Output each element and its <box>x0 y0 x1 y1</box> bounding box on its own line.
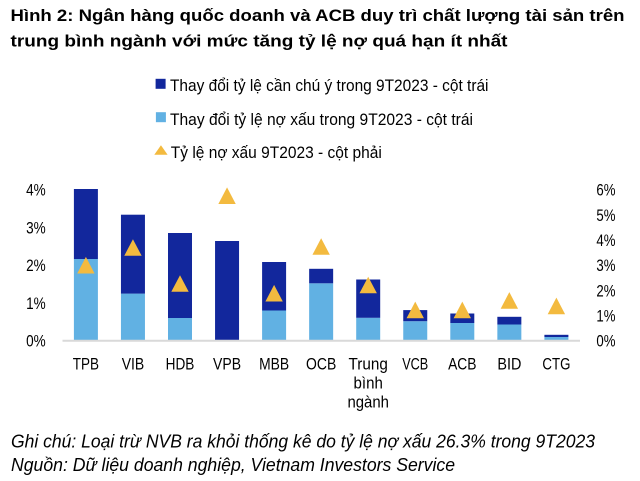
svg-text:4%: 4% <box>26 182 46 200</box>
svg-text:6%: 6% <box>596 182 615 200</box>
svg-text:ACB: ACB <box>448 355 476 373</box>
svg-text:Thay đổi tỷ lệ cần chú ý trong: Thay đổi tỷ lệ cần chú ý trong 9T2023 - … <box>170 76 489 95</box>
svg-text:0%: 0% <box>26 333 46 351</box>
svg-text:5%: 5% <box>596 207 615 225</box>
svg-text:VPB: VPB <box>213 355 241 373</box>
svg-text:bình: bình <box>354 374 383 392</box>
svg-text:4%: 4% <box>596 232 615 250</box>
svg-text:trung bình ngành với mức tăng: trung bình ngành với mức tăng tỷ lệ nợ q… <box>11 31 508 50</box>
svg-text:ngành: ngành <box>347 394 389 412</box>
svg-text:MBB: MBB <box>259 355 289 373</box>
svg-text:Thay đổi tỷ lệ nợ xấu trong 9T: Thay đổi tỷ lệ nợ xấu trong 9T2023 - cột… <box>170 110 473 129</box>
svg-text:1%: 1% <box>26 295 46 313</box>
svg-text:VIB: VIB <box>122 355 145 373</box>
svg-text:Trung: Trung <box>349 355 388 373</box>
svg-text:BID: BID <box>497 355 521 373</box>
svg-text:TPB: TPB <box>73 355 99 373</box>
svg-text:1%: 1% <box>596 307 615 325</box>
svg-text:OCB: OCB <box>306 355 336 373</box>
svg-text:2%: 2% <box>26 257 46 275</box>
svg-text:Nguồn: Dữ liệu doanh nghiệp, V: Nguồn: Dữ liệu doanh nghiệp, Vietnam Inv… <box>11 455 455 475</box>
svg-text:3%: 3% <box>596 257 615 275</box>
svg-text:HDB: HDB <box>166 355 195 373</box>
svg-text:Tỷ lệ nợ xấu 9T2023 - cột phải: Tỷ lệ nợ xấu 9T2023 - cột phải <box>171 143 382 162</box>
svg-text:0%: 0% <box>596 333 615 351</box>
svg-text:Ghi chú: Loại trừ NVB ra khỏi: Ghi chú: Loại trừ NVB ra khỏi thống kê d… <box>11 432 595 452</box>
svg-text:VCB: VCB <box>402 355 428 373</box>
svg-text:Hình 2: Ngân hàng quốc doanh v: Hình 2: Ngân hàng quốc doanh và ACB duy … <box>11 6 625 25</box>
svg-text:3%: 3% <box>26 219 46 237</box>
svg-text:2%: 2% <box>596 282 615 300</box>
svg-text:CTG: CTG <box>542 355 570 373</box>
